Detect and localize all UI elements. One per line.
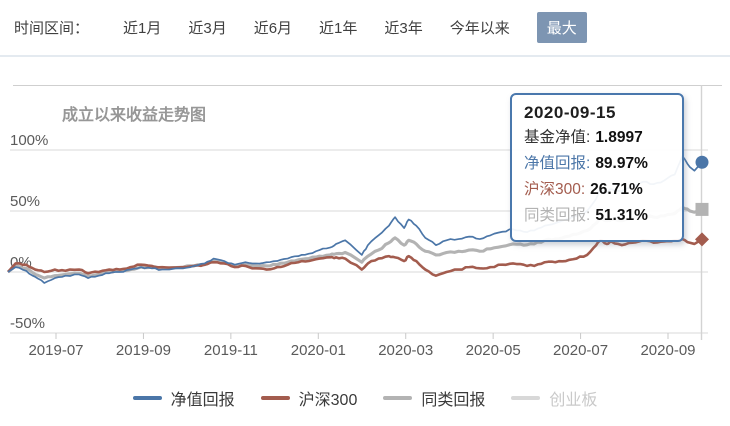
- time-range-tab-近1年[interactable]: 近1年: [319, 20, 358, 37]
- time-range-label: 时间区间：: [14, 20, 90, 37]
- y-tick-label: -50%: [10, 315, 46, 332]
- x-tick-label: 2020-01: [290, 342, 346, 359]
- tooltip-row-label: 同类回报:: [524, 207, 591, 224]
- y-tick-label: 100%: [10, 132, 49, 149]
- tooltip-row-value: 89.97%: [595, 155, 648, 172]
- legend-swatch: [511, 396, 541, 400]
- tooltip-date: 2020-09-15: [524, 103, 616, 122]
- tooltip-rows: 基金净值: 1.8997 净值回报: 89.97% 沪深300: 26.71% 同类回报: 5…: [524, 125, 682, 229]
- series-line-沪深300: [7, 237, 703, 277]
- legend-label: 沪深300: [298, 392, 358, 409]
- series-marker-同类回报: [695, 202, 709, 216]
- legend-swatch: [383, 396, 413, 400]
- time-range-tab-近3年[interactable]: 近3年: [384, 20, 423, 37]
- x-tick-label: 2019-09: [115, 342, 171, 359]
- legend-label: 同类回报: [421, 392, 486, 409]
- x-tick-label: 2019-07: [28, 342, 84, 359]
- tooltip-row-label: 净值回报:: [524, 155, 591, 172]
- y-tick-label: 50%: [10, 193, 41, 210]
- tooltip-row: 沪深300: 26.71%: [524, 177, 682, 203]
- tooltip-row-value: 1.8997: [595, 129, 643, 146]
- time-range-tab-今年以来[interactable]: 今年以来: [449, 20, 510, 37]
- tooltip-row: 净值回报: 89.97%: [524, 151, 682, 177]
- x-tick-label: 2019-11: [203, 342, 258, 359]
- x-tick-label: 2020-07: [553, 342, 609, 359]
- x-tick-label: 2020-05: [465, 342, 521, 359]
- legend-item-创业板[interactable]: 创业板: [511, 386, 597, 410]
- time-range-tabs: 近1月 近3月 近6月 近1年 近3年 今年以来 最大: [123, 12, 587, 43]
- time-range-tab-最大[interactable]: 最大: [536, 12, 587, 43]
- x-tick-label: 2020-09: [640, 342, 696, 359]
- tooltip-row: 基金净值: 1.8997: [524, 125, 682, 151]
- tooltip-row-value: 51.31%: [595, 207, 648, 224]
- legend-swatch: [132, 396, 162, 400]
- legend-label: 创业板: [549, 392, 598, 409]
- time-range-tab-近6月[interactable]: 近6月: [253, 20, 293, 37]
- tooltip-row-label: 基金净值:: [524, 129, 591, 146]
- time-range-bar: 时间区间： 近1月 近3月 近6月 近1年 近3年 今年以来 最大: [0, 0, 730, 55]
- tooltip-row-value: 26.71%: [590, 181, 643, 198]
- series-marker-沪深300: [695, 232, 709, 247]
- time-range-tab-近3月[interactable]: 近3月: [188, 20, 227, 37]
- chart-legend: 净值回报 沪深300 同类回报 创业板: [0, 386, 730, 410]
- x-tick-label: 2020-03: [378, 342, 434, 359]
- legend-item-同类回报[interactable]: 同类回报: [383, 386, 485, 410]
- tooltip-row-label: 沪深300:: [524, 181, 586, 198]
- chart-card-border: [13, 85, 722, 86]
- time-range-tab-近1月[interactable]: 近1月: [123, 20, 162, 37]
- tooltip-row: 同类回报: 51.31%: [524, 203, 682, 229]
- chart-title: 成立以来收益走势图: [62, 107, 207, 124]
- legend-item-沪深300[interactable]: 沪深300: [260, 386, 358, 410]
- legend-item-净值回报[interactable]: 净值回报: [132, 386, 235, 410]
- chart-tooltip: 2020-09-15 基金净值: 1.8997 净值回报: 89.97% 沪深300: 2…: [510, 93, 684, 242]
- legend-label: 净值回报: [170, 392, 235, 409]
- series-marker-净值回报: [695, 155, 709, 169]
- legend-swatch: [260, 396, 290, 400]
- topbar-divider: [0, 55, 730, 57]
